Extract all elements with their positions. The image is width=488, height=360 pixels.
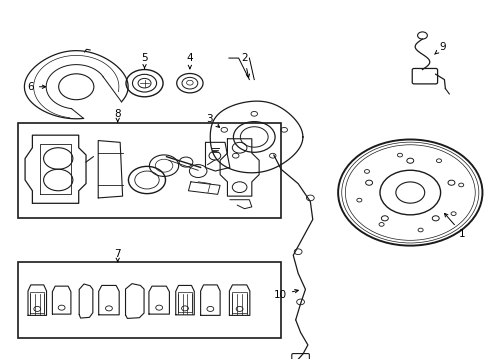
Bar xyxy=(18,262,281,338)
Text: 9: 9 xyxy=(434,42,445,54)
Text: 8: 8 xyxy=(114,109,121,122)
Text: 2: 2 xyxy=(241,53,249,78)
Text: 4: 4 xyxy=(186,53,193,69)
Text: 5: 5 xyxy=(141,53,147,69)
Bar xyxy=(18,123,281,218)
Text: 1: 1 xyxy=(444,213,465,239)
Text: 3: 3 xyxy=(206,114,219,127)
Text: 10: 10 xyxy=(273,289,298,300)
Text: 6: 6 xyxy=(27,82,45,92)
Text: 7: 7 xyxy=(114,248,121,262)
